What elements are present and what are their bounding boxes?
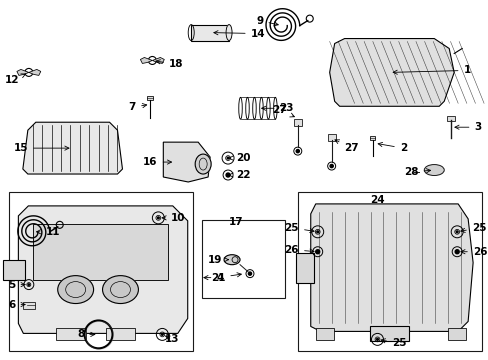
Text: 2: 2: [377, 143, 406, 153]
Circle shape: [157, 217, 159, 219]
Polygon shape: [329, 39, 453, 106]
Circle shape: [315, 250, 319, 254]
Circle shape: [28, 284, 29, 285]
Text: 4: 4: [203, 273, 224, 283]
Circle shape: [329, 165, 333, 168]
Circle shape: [316, 231, 318, 233]
Polygon shape: [163, 142, 210, 182]
Circle shape: [455, 231, 457, 233]
Text: 27: 27: [334, 140, 358, 153]
Circle shape: [227, 157, 228, 159]
Ellipse shape: [102, 276, 138, 303]
Bar: [202, 220, 285, 298]
Text: 5: 5: [8, 280, 25, 289]
Text: 11: 11: [37, 227, 60, 237]
Bar: [327, 134, 335, 141]
Bar: [56, 328, 85, 340]
Polygon shape: [152, 58, 164, 63]
Ellipse shape: [225, 24, 232, 41]
Text: 16: 16: [143, 157, 171, 167]
Bar: [369, 136, 375, 140]
Bar: [23, 302, 35, 309]
Text: 24: 24: [369, 195, 384, 205]
Circle shape: [296, 149, 299, 153]
Text: 18: 18: [156, 59, 183, 69]
Text: 10: 10: [162, 213, 185, 223]
Circle shape: [248, 272, 251, 275]
Bar: [3, 260, 25, 280]
Text: 15: 15: [14, 143, 69, 153]
Text: 21: 21: [210, 273, 241, 283]
Ellipse shape: [224, 255, 240, 265]
Bar: [293, 119, 301, 126]
Polygon shape: [310, 204, 472, 332]
Bar: [447, 328, 465, 340]
Bar: [147, 96, 153, 100]
Text: 13: 13: [164, 334, 179, 345]
Ellipse shape: [424, 165, 443, 176]
Ellipse shape: [58, 276, 93, 303]
Polygon shape: [19, 206, 187, 333]
Circle shape: [376, 338, 378, 340]
Bar: [191, 24, 228, 41]
Text: 27: 27: [272, 105, 294, 117]
Text: 12: 12: [5, 74, 25, 85]
Text: 1: 1: [392, 66, 470, 76]
Bar: [9, 192, 193, 351]
Polygon shape: [29, 69, 41, 75]
Text: 14: 14: [213, 28, 264, 39]
Text: 9: 9: [256, 15, 278, 26]
Text: 25: 25: [380, 338, 406, 348]
Text: 22: 22: [228, 170, 250, 180]
Polygon shape: [23, 122, 122, 174]
Bar: [295, 253, 313, 283]
Circle shape: [225, 173, 229, 177]
Text: 17: 17: [228, 217, 243, 227]
Bar: [33, 224, 167, 280]
Text: 20: 20: [228, 153, 250, 163]
Ellipse shape: [195, 154, 211, 174]
Polygon shape: [17, 69, 29, 75]
Text: 25: 25: [460, 223, 486, 233]
Text: 8: 8: [77, 329, 95, 339]
Circle shape: [161, 333, 163, 335]
Text: 28: 28: [403, 167, 430, 177]
Text: 6: 6: [8, 300, 25, 310]
Circle shape: [454, 250, 458, 254]
Text: 25: 25: [284, 223, 313, 233]
Bar: [315, 328, 333, 340]
Bar: [297, 192, 481, 351]
Bar: [105, 328, 135, 340]
Text: 23: 23: [261, 103, 293, 113]
Text: 3: 3: [454, 122, 481, 132]
Bar: [369, 327, 408, 341]
Text: 19: 19: [207, 255, 228, 265]
Text: 7: 7: [128, 102, 146, 112]
Bar: [447, 116, 454, 121]
Polygon shape: [140, 58, 152, 63]
Text: 26: 26: [284, 245, 313, 255]
Text: 26: 26: [460, 247, 487, 257]
